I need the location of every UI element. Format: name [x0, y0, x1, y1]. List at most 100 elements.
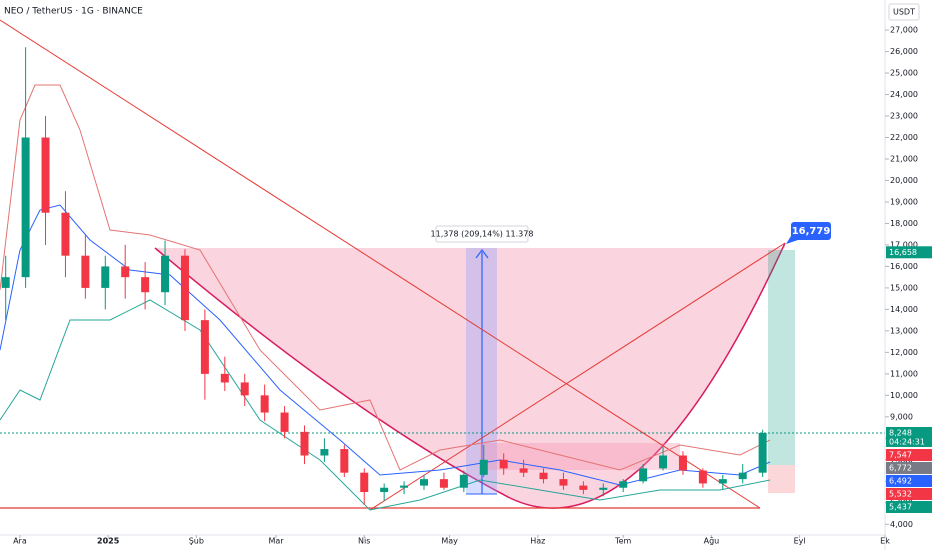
- x-tick-label: Ara: [13, 537, 27, 546]
- countdown-box: [886, 436, 932, 447]
- y-tick-label: 10,000: [890, 391, 918, 400]
- trend-line: [0, 19, 761, 509]
- countdown: 04:24:31: [889, 437, 925, 446]
- candle-body: [161, 255, 170, 293]
- price-label: 5,532: [889, 489, 912, 498]
- chart-title: NEO / TetherUS · 1G · BINANCE: [4, 7, 143, 17]
- y-tick-label: 20,000: [890, 176, 918, 185]
- x-tick-label: Nis: [358, 537, 370, 546]
- x-tick-label: Haz: [530, 537, 545, 546]
- target-box: [791, 222, 831, 240]
- candle-body: [639, 468, 648, 482]
- candle-body: [240, 382, 249, 396]
- cup-area: [155, 243, 785, 509]
- candle-body: [41, 137, 50, 213]
- candle-body: [619, 481, 628, 488]
- y-tick-label: 13,000: [890, 326, 918, 335]
- candle-body: [738, 472, 747, 480]
- x-tick-label: Ek: [880, 537, 890, 546]
- price-label: 6,492: [889, 476, 912, 485]
- x-tick-label: Eyl: [794, 537, 806, 546]
- long-stop: [768, 465, 795, 493]
- candle-body: [758, 432, 767, 473]
- candle-body: [459, 474, 468, 488]
- candle-body: [220, 373, 229, 383]
- y-tick-label: 12,000: [890, 348, 918, 357]
- price-label-box: [886, 246, 932, 259]
- candle-body: [1, 277, 10, 288]
- price-label: 5,437: [889, 502, 912, 511]
- candle-body: [21, 137, 30, 278]
- target-label: 16,779: [792, 226, 831, 237]
- price-label-box: [886, 426, 932, 439]
- y-tick-label: 15,000: [890, 283, 918, 292]
- x-tick-label: Şub: [189, 537, 204, 546]
- y-tick-label: 4,000: [890, 520, 913, 529]
- candle-body: [519, 468, 528, 473]
- candle-body: [360, 472, 369, 493]
- x-tick-label: Ağu: [704, 537, 720, 546]
- candle-body: [698, 470, 707, 484]
- x-tick-label: May: [441, 537, 458, 546]
- price-label-box: [886, 500, 932, 513]
- candle-body: [121, 266, 130, 278]
- zone: [480, 443, 680, 470]
- price-label: 8,248: [889, 428, 912, 437]
- candle-body: [718, 479, 727, 484]
- measure-label-box: [435, 225, 529, 243]
- currency: USDT: [893, 8, 915, 17]
- y-tick-label: 16,000: [890, 262, 918, 271]
- candle-body: [320, 449, 329, 456]
- long-target: [768, 250, 795, 465]
- candle-body: [599, 487, 608, 490]
- candle-body: [479, 459, 488, 475]
- y-tick-label: 24,000: [890, 90, 918, 99]
- trend-line: [369, 242, 786, 511]
- currency-box: [888, 3, 920, 21]
- y-tick-label: 11,000: [890, 369, 918, 378]
- target-pointer: [786, 236, 798, 244]
- arrow-head: [475, 249, 489, 259]
- price-label-box: [886, 474, 932, 487]
- candle-body: [420, 479, 429, 486]
- x-tick-label: Tem: [614, 537, 631, 546]
- upper-band: [0, 84, 771, 471]
- y-tick-label: 17,000: [890, 240, 918, 249]
- candle-body: [200, 320, 209, 374]
- y-tick-label: 26,000: [890, 47, 918, 56]
- price-label-box: [886, 487, 932, 500]
- candle-body: [499, 459, 508, 469]
- candle-body: [559, 479, 568, 486]
- price-label: 16,658: [889, 248, 917, 257]
- candle-body: [81, 255, 90, 288]
- price-label: 6,772: [889, 463, 912, 472]
- measure-label: 11,378 (209,14%) 11.378: [431, 230, 534, 239]
- x-tick-label: Mar: [268, 537, 284, 546]
- candle-body: [101, 266, 110, 288]
- x-tick-label: 2025: [97, 537, 120, 546]
- candle-body: [439, 479, 448, 488]
- price-label-box: [886, 461, 932, 474]
- candle-body: [260, 395, 269, 413]
- candle-body: [141, 277, 150, 293]
- candle-body: [400, 485, 409, 488]
- y-tick-label: 9,000: [890, 412, 913, 421]
- price-label-box: [886, 448, 932, 461]
- candle-body: [539, 472, 548, 480]
- basis: [0, 204, 771, 486]
- y-tick-label: 14,000: [890, 305, 918, 314]
- candle-body: [678, 455, 687, 471]
- candle-body: [280, 412, 289, 432]
- candle-body: [579, 485, 588, 490]
- candle-body: [61, 212, 70, 256]
- lower-band: [0, 299, 771, 511]
- y-tick-label: 21,000: [890, 154, 918, 163]
- candle-body: [340, 449, 349, 473]
- price-label: 7,547: [889, 450, 912, 459]
- y-tick-label: 22,000: [890, 133, 918, 142]
- candle-body: [659, 455, 668, 469]
- y-tick-label: 23,000: [890, 112, 918, 121]
- candle-body: [380, 487, 389, 493]
